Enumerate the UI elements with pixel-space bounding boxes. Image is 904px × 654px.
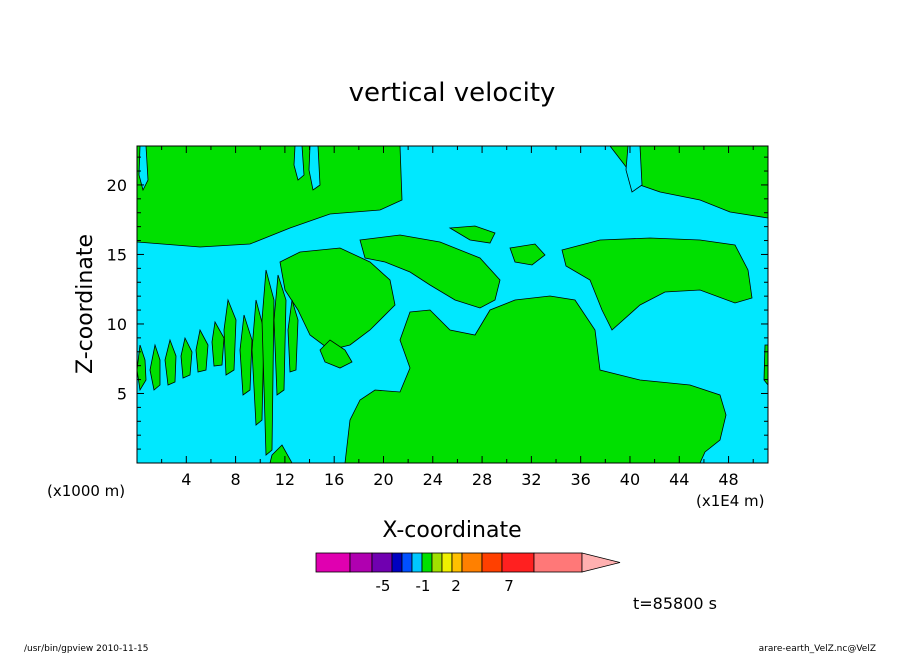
- positive-region: [625, 146, 643, 193]
- x-tick-label: 44: [669, 470, 689, 489]
- colorbar-swatch: [391, 552, 403, 573]
- positive-region: [137, 146, 403, 248]
- positive-region: [293, 146, 305, 181]
- y-tick-label: 10: [107, 315, 127, 334]
- chart-title: vertical velocity: [349, 78, 556, 108]
- colorbar-swatch: [411, 552, 423, 573]
- positive-region: [561, 237, 753, 331]
- positive-region: [279, 247, 396, 351]
- colorbar-extend-arrow: [581, 552, 621, 573]
- x-tick-label: 36: [570, 470, 590, 489]
- colorbar-swatch: [501, 552, 535, 573]
- positive-region: [359, 234, 501, 309]
- contour-regions: [137, 146, 768, 463]
- x-tick-label: 8: [231, 470, 241, 489]
- colorbar-swatch: [461, 552, 483, 573]
- x-tick-label: 24: [423, 470, 443, 489]
- x-tick-label: 28: [472, 470, 492, 489]
- colorbar: [315, 552, 621, 573]
- colorbar-tick-label: -5: [376, 577, 391, 595]
- x-tick-label: 32: [521, 470, 541, 489]
- y-tick-label: 20: [107, 176, 127, 195]
- positive-region: [273, 274, 287, 396]
- x-unit-left: (x1000 m): [47, 482, 125, 500]
- y-axis: 5 10 15 20: [107, 156, 768, 450]
- colorbar-swatch: [481, 552, 503, 573]
- positive-region: [609, 146, 768, 219]
- time-label: t=85800 s: [633, 594, 717, 613]
- colorbar-swatch: [421, 552, 433, 573]
- colorbar-swatch: [431, 552, 443, 573]
- x-axis: 4 8 12 16 20 24 28 32 36 40 44 48: [161, 146, 754, 489]
- positive-region: [138, 146, 149, 192]
- positive-region: [287, 299, 299, 373]
- x-tick-label: 48: [718, 470, 738, 489]
- plot-frame: [136, 145, 769, 464]
- positive-region: [763, 344, 768, 386]
- positive-region: [223, 298, 237, 376]
- y-tick-label: 5: [117, 384, 127, 403]
- positive-region: [319, 339, 353, 369]
- y-axis-label: Z-coordinate: [73, 234, 98, 374]
- colorbar-swatch: [349, 552, 373, 573]
- positive-region: [308, 146, 321, 191]
- colorbar-tick-label: 2: [451, 577, 461, 595]
- positive-region: [239, 314, 253, 396]
- positive-region: [344, 295, 727, 463]
- colorbar-swatch: [441, 552, 453, 573]
- positive-region: [269, 444, 293, 463]
- x-tick-label: 4: [181, 470, 191, 489]
- colorbar-tick-label: 7: [504, 577, 514, 595]
- positive-region: [509, 243, 546, 266]
- positive-region: [448, 225, 496, 244]
- positive-region: [164, 338, 177, 386]
- positive-region: [180, 336, 193, 379]
- footer-left: /usr/bin/gpview 2010-11-15: [24, 644, 148, 654]
- colorbar-tick-label: -1: [416, 577, 431, 595]
- positive-region: [149, 343, 161, 391]
- colorbar-swatch: [401, 552, 413, 573]
- colorbar-swatch: [451, 552, 463, 573]
- x-tick-label: 16: [324, 470, 344, 489]
- colorbar-swatch: [533, 552, 583, 573]
- positive-region: [261, 269, 275, 456]
- colorbar-swatch: [371, 552, 393, 573]
- x-tick-label: 12: [275, 470, 295, 489]
- colorbar-swatch: [315, 552, 351, 573]
- positive-region: [195, 328, 209, 373]
- x-tick-label: 20: [373, 470, 393, 489]
- x-axis-label: X-coordinate: [382, 518, 521, 543]
- colorbar-labels: -5 -1 2 7: [376, 577, 514, 595]
- footer-right: arare-earth_VelZ.nc@VelZ: [759, 644, 876, 654]
- positive-region: [211, 320, 225, 367]
- y-tick-label: 15: [107, 245, 127, 264]
- x-tick-label: 40: [620, 470, 640, 489]
- x-unit-right: (x1E4 m): [696, 492, 765, 510]
